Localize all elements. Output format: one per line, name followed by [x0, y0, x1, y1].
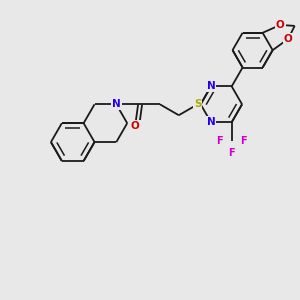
Text: F: F	[228, 148, 235, 158]
Text: S: S	[194, 99, 201, 109]
Text: O: O	[276, 20, 285, 30]
Text: N: N	[207, 117, 215, 127]
Text: F: F	[240, 136, 247, 146]
Text: O: O	[131, 121, 140, 131]
Text: O: O	[284, 34, 293, 44]
Text: N: N	[207, 81, 215, 92]
Text: N: N	[112, 99, 121, 109]
Text: F: F	[216, 136, 223, 146]
